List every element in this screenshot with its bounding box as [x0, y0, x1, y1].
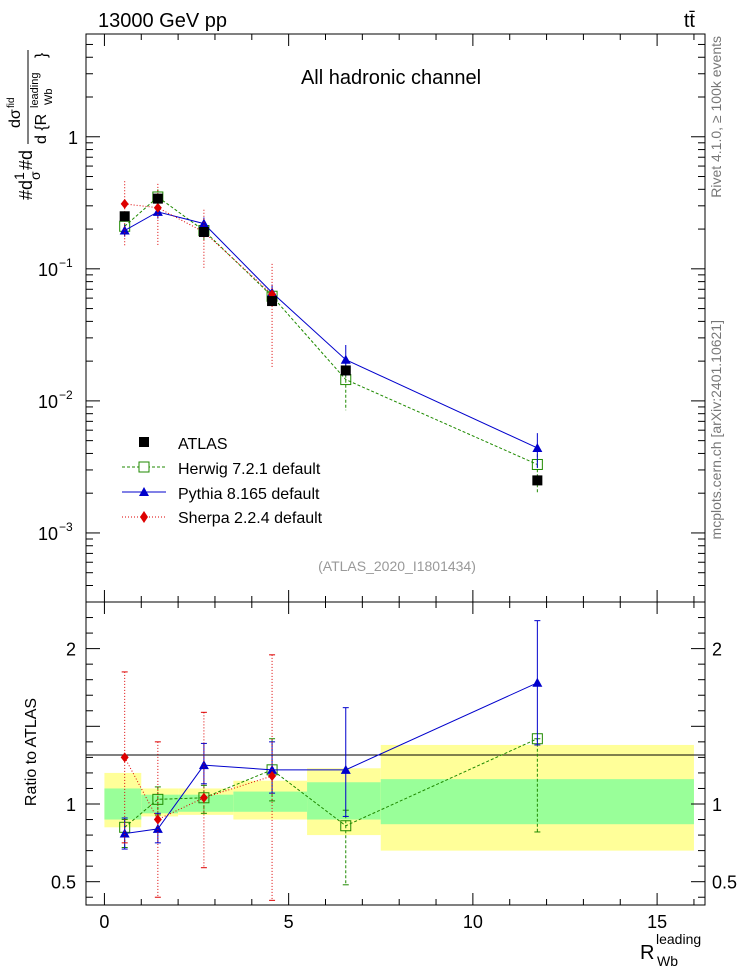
main-ylabel-big-den: d {R: [33, 114, 50, 144]
ratio-y-tick-label-right: 0.5: [712, 873, 737, 893]
axis-ticks: [86, 33, 705, 905]
main-y-tick-label: 10: [38, 524, 58, 544]
ratio-y-tick-label-left: 0.5: [51, 873, 76, 893]
main-y-tick-label: 10: [38, 260, 58, 280]
xlabel-sup: leading: [656, 931, 701, 947]
main-panel-series: [119, 181, 543, 494]
xlabel-main: R: [640, 942, 654, 964]
herwig-ratio-line: [124, 738, 538, 828]
ratio-plot-frame: [85, 601, 706, 906]
mcplots-side-label: mcplots.cern.ch [arXiv:2401.10621]: [708, 320, 724, 539]
sherpa-ratio-point: [153, 814, 162, 825]
ratio-y-tick-label-left: 2: [66, 640, 76, 660]
legend-atlas-label: ATLAS: [178, 436, 228, 453]
legend-entry-pythia: Pythia 8.165 default: [122, 486, 320, 503]
energy-label: 13000 GeV pp: [98, 10, 227, 32]
x-tick-label: 10: [463, 912, 483, 932]
legend-sherpa-marker: [140, 511, 148, 523]
ratio-y-tick-label-right: 2: [712, 640, 722, 660]
atlas-main-point: [267, 296, 278, 307]
main-ylabel-big-num-sup: fid: [6, 97, 17, 108]
main-ylabel-frac-den: σ: [27, 171, 43, 180]
atlas-main-point: [198, 227, 209, 238]
herwig-ratio-point: [152, 793, 164, 805]
legend-atlas-marker: [139, 437, 149, 447]
legend-herwig-marker: [138, 461, 150, 473]
rivet-side-label: Rivet 4.1.0, ≥ 100k events: [708, 36, 724, 198]
pythia-main-line: [124, 211, 538, 449]
ratio-band-inner: [307, 782, 381, 820]
legend: ATLAS Herwig 7.2.1 default Pythia 8.165 …: [122, 436, 323, 527]
ratio-y-tick-label-left: 1: [66, 795, 76, 815]
sherpa-main-point: [120, 198, 129, 209]
pythia-ratio-point: [340, 764, 351, 774]
ratio-uncertainty-bands: [104, 744, 694, 851]
x-tick-label: 15: [647, 912, 667, 932]
main-y-tick-exponent: −1: [59, 256, 73, 270]
sherpa-ratio-point: [268, 771, 277, 782]
sherpa-main-point: [153, 202, 162, 213]
process-label: tt̄: [684, 10, 696, 32]
main-y-tick-exponent: −2: [59, 388, 73, 402]
atlas-main-point: [119, 211, 130, 222]
x-tick-label: 0: [99, 912, 109, 932]
legend-entry-herwig: Herwig 7.2.1 default: [122, 461, 321, 478]
main-ylabel-big-num: dσ: [7, 109, 24, 128]
herwig-main-line: [124, 196, 538, 465]
main-ylabel-big-den-end: }: [33, 52, 50, 58]
x-axis-label: R leading Wb: [640, 931, 701, 969]
legend-entry-atlas: ATLAS: [139, 436, 228, 453]
pythia-main-point: [340, 354, 351, 364]
ratio-band-inner: [233, 791, 308, 812]
main-ylabel-frac-num: 1: [11, 172, 27, 180]
analysis-id-label: (ATLAS_2020_I1801434): [318, 558, 476, 574]
sherpa-ratio-point: [199, 792, 208, 803]
main-ylabel-big-den-sup: leading: [29, 73, 41, 108]
ratio-y-tick-label-right: 1: [712, 795, 722, 815]
ratio-y-axis-label: Ratio to ATLAS: [23, 698, 40, 806]
legend-herwig-label: Herwig 7.2.1 default: [178, 461, 321, 478]
pythia-ratio-point: [152, 823, 163, 833]
legend-sherpa-label: Sherpa 2.2.4 default: [178, 510, 323, 527]
xlabel-sub: Wb: [657, 953, 678, 969]
pythia-main-point: [532, 442, 543, 452]
pythia-main-point: [198, 218, 209, 228]
legend-pythia-label: Pythia 8.165 default: [178, 486, 320, 503]
atlas-main-point: [340, 365, 351, 376]
legend-pythia-marker: [139, 487, 149, 496]
main-y-tick-label: 1: [68, 128, 78, 148]
channel-label: All hadronic channel: [301, 67, 481, 89]
main-y-tick-label: 10: [38, 392, 58, 412]
ratio-band-inner: [104, 788, 142, 820]
main-ylabel-rest: #d: [16, 150, 36, 170]
sherpa-ratio-point: [120, 752, 129, 763]
ratio-panel-series: [119, 620, 543, 901]
herwig-ratio-point: [340, 820, 352, 832]
main-y-axis-label: #d 1 σ #d dσ fid d {R leading Wb }: [6, 50, 55, 200]
atlas-main-point: [152, 193, 163, 204]
main-ylabel-prefix: #d: [16, 180, 36, 200]
x-tick-label: 5: [284, 912, 294, 932]
pythia-ratio-point: [532, 677, 543, 687]
legend-entry-sherpa: Sherpa 2.2.4 default: [122, 510, 323, 527]
pythia-ratio-point: [198, 760, 209, 770]
main-y-tick-exponent: −3: [59, 520, 73, 534]
pythia-ratio-point: [119, 828, 130, 838]
main-ylabel-big-den-sub: Wb: [43, 89, 55, 106]
pythia-ratio-line: [124, 682, 538, 835]
atlas-main-point: [532, 475, 543, 486]
